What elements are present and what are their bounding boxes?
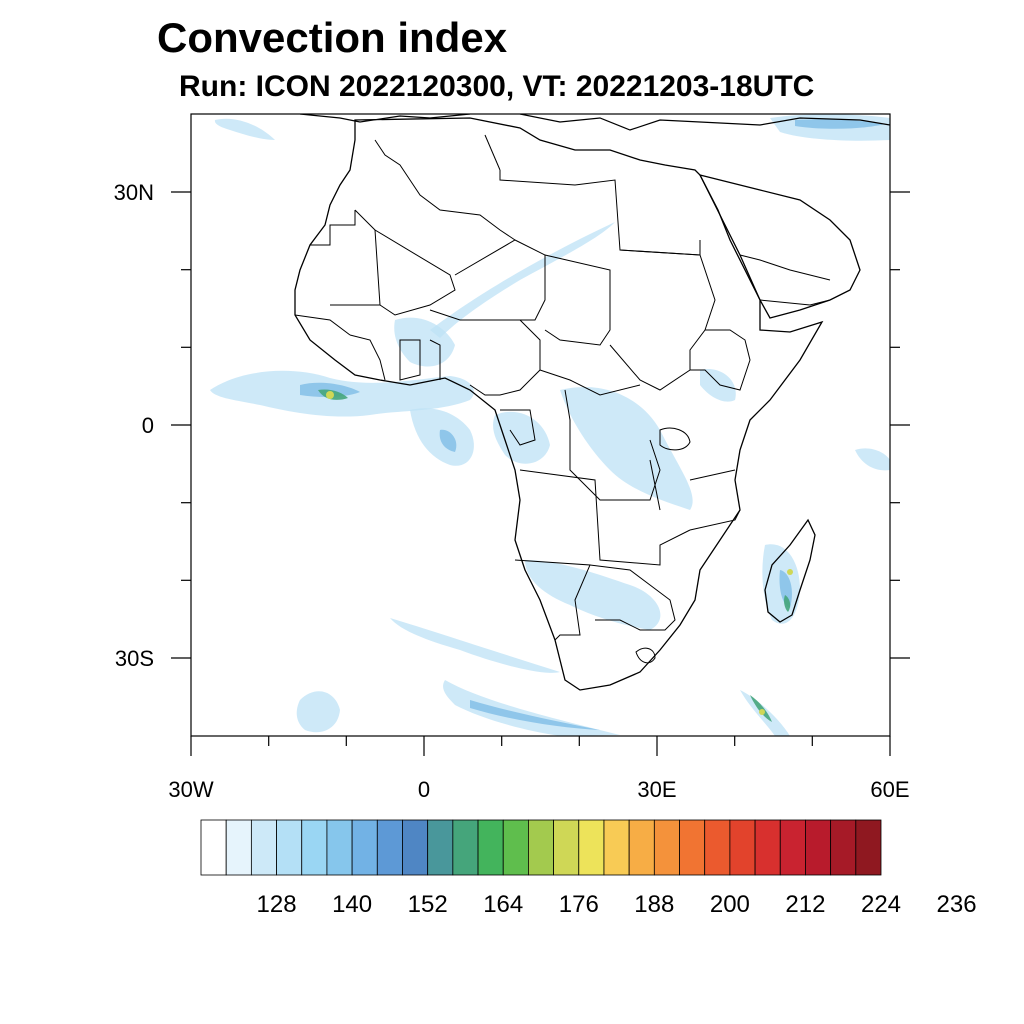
colorbar-swatch: [326, 819, 353, 876]
colorbar-swatch: [351, 819, 378, 876]
colorbar-swatch: [553, 819, 580, 876]
colorbar-swatch: [754, 819, 781, 876]
convection-saharan-band: [430, 222, 615, 338]
colorbar-swatch: [603, 819, 630, 876]
colorbar-swatch: [427, 819, 454, 876]
colorbar-swatch: [200, 819, 227, 876]
x-axis-ticks: [190, 736, 891, 756]
colorbar-swatch: [653, 819, 680, 876]
colorbar-swatch: [452, 819, 479, 876]
convection-southern-africa: [525, 560, 661, 630]
lat-label-30n: 30N: [114, 180, 154, 205]
colorbar-swatch: [301, 819, 328, 876]
colorbar-swatch: [628, 819, 655, 876]
convection-strong: [318, 389, 791, 722]
colorbar-label: 224: [861, 891, 901, 918]
convection-peak: [326, 391, 793, 715]
europe-coastline: [299, 114, 890, 131]
lon-label-30e: 30E: [637, 777, 676, 802]
colorbar-label: 212: [785, 891, 825, 918]
country-borders: [294, 134, 831, 641]
colorbar-labels: 128 140 152 164 176 188 200 212 224 236: [257, 891, 977, 918]
colorbar-swatch: [779, 819, 806, 876]
colorbar-label: 164: [483, 891, 523, 918]
lon-label-60e: 60E: [870, 777, 909, 802]
colorbar-swatch: [830, 819, 857, 876]
colorbar-label: 128: [257, 891, 297, 918]
colorbar-label: 200: [710, 891, 750, 918]
chart-subtitle: Run: ICON 2022120300, VT: 20221203-18UTC: [179, 70, 815, 103]
map-content: [210, 114, 890, 736]
plot-frame: [190, 113, 891, 737]
colorbar-swatch: [250, 819, 277, 876]
convection-indian-ocean-east: [855, 448, 890, 471]
lesotho: [635, 647, 656, 664]
colorbar-swatch: [729, 819, 756, 876]
colorbar-swatch: [805, 819, 832, 876]
colorbar-swatch: [578, 819, 605, 876]
colorbar-swatch: [276, 819, 303, 876]
colorbar-label: 188: [634, 891, 674, 918]
colorbar-swatch: [225, 819, 252, 876]
y-axis-ticks: [171, 191, 910, 659]
colorbar-label: 236: [937, 891, 977, 918]
x-axis-labels: 30W 0 30E 60E: [168, 777, 909, 802]
colorbar-swatch: [679, 819, 706, 876]
convection-central-africa: [560, 386, 693, 510]
lon-label-30w: 30W: [168, 777, 213, 802]
convection-congo: [493, 411, 550, 464]
colorbar-label: 152: [408, 891, 448, 918]
colorbar-label: 140: [332, 891, 372, 918]
lat-label-30s: 30S: [115, 646, 154, 671]
arabia-coastline: [698, 174, 861, 319]
convection-core: [300, 119, 885, 730]
chart-title: Convection index: [157, 14, 508, 61]
convection-east-africa: [700, 369, 736, 402]
lon-label-0: 0: [418, 777, 430, 802]
convection-south-atlantic-band: [390, 618, 560, 673]
convection-southwest-cell: [296, 691, 340, 733]
colorbar-swatch: [502, 819, 529, 876]
madagascar-coastline: [764, 518, 816, 623]
colorbar-swatch: [528, 819, 554, 876]
colorbar-swatch: [402, 819, 429, 876]
colorbar: [200, 819, 882, 876]
convection-field: [210, 114, 890, 736]
colorbar-swatch: [477, 819, 504, 876]
colorbar-swatch: [376, 819, 403, 876]
colorbar-swatch: [704, 819, 731, 876]
y-axis-labels: 30N 0 30S: [114, 180, 154, 671]
lat-label-0: 0: [142, 413, 154, 438]
colorbar-label: 176: [559, 891, 599, 918]
lake-tanganyika: [649, 459, 661, 511]
lake-victoria: [659, 427, 691, 451]
colorbar-swatch: [855, 819, 882, 876]
convection-northwest-swirl: [214, 118, 275, 140]
